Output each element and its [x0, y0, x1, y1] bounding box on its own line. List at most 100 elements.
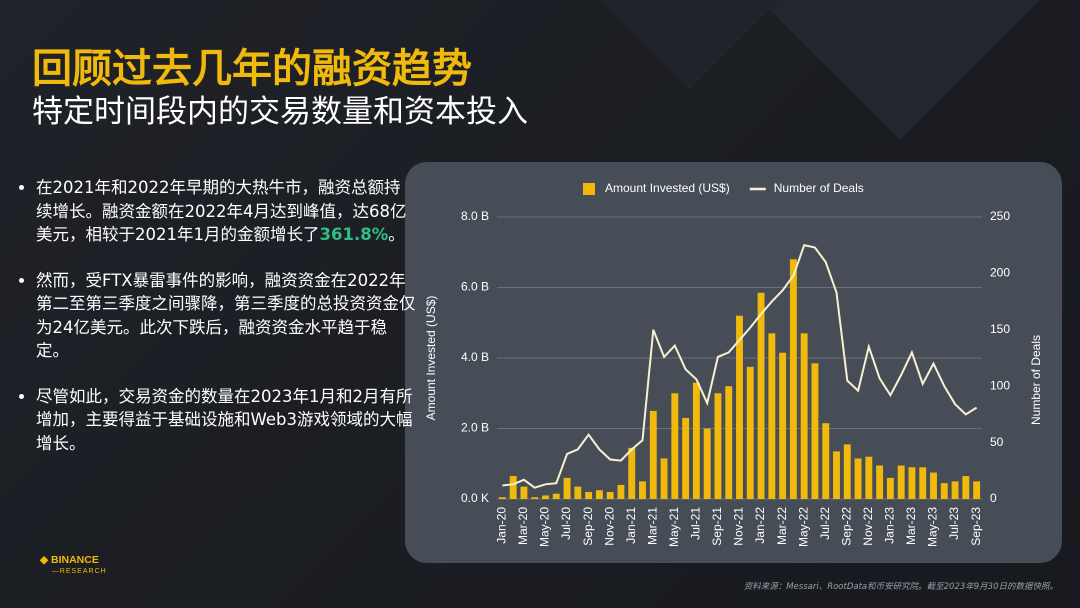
bar — [854, 458, 862, 499]
bar — [617, 484, 625, 499]
bar — [682, 417, 690, 499]
x-tick-label: Sep-23 — [969, 507, 983, 546]
bar — [552, 493, 560, 499]
bar — [509, 476, 517, 499]
bar — [822, 423, 830, 499]
y2-tick-label: 100 — [990, 378, 1010, 392]
y2-tick-label: 50 — [990, 435, 1004, 449]
x-tick-label: Jul-20 — [559, 507, 573, 540]
x-tick-label: Mar-20 — [516, 507, 530, 545]
bar — [919, 467, 927, 499]
bar — [585, 491, 593, 499]
decoration — [600, 0, 780, 90]
y-tick-label: 4.0 B — [461, 350, 489, 364]
logo: ◆ BINANCE —RESEARCH — [40, 554, 107, 576]
x-tick-label: Nov-22 — [861, 507, 875, 546]
bar — [897, 465, 905, 499]
x-tick-label: May-21 — [667, 507, 681, 547]
bar — [757, 292, 765, 499]
bar — [951, 481, 959, 499]
x-tick-label: Jan-22 — [753, 507, 767, 544]
x-tick-label: Nov-20 — [602, 507, 616, 546]
bullet-text: 在2021年和2022年早期的大热牛市，融资总额持续增长。融资金额在2022年4… — [36, 178, 407, 244]
bar — [703, 428, 711, 499]
x-tick-label: May-22 — [796, 507, 810, 547]
y-tick-label: 6.0 B — [461, 280, 489, 294]
bar — [671, 393, 679, 499]
bar — [930, 472, 937, 499]
bar — [498, 497, 506, 499]
bar — [876, 465, 884, 499]
bar — [660, 458, 668, 499]
bar — [628, 447, 636, 499]
x-tick-label: Jul-21 — [689, 507, 703, 540]
bar — [725, 386, 733, 499]
bar — [973, 481, 981, 499]
bar — [843, 444, 851, 499]
bar — [736, 315, 743, 499]
bar — [542, 495, 549, 499]
y2-tick-label: 0 — [990, 491, 997, 505]
y2-tick-label: 250 — [990, 209, 1010, 223]
subtitle: 特定时间段内的交易数量和资本投入 — [32, 94, 528, 130]
bar — [649, 410, 657, 499]
bar — [714, 393, 722, 499]
x-tick-label: Jul-22 — [818, 507, 832, 540]
highlight: 361.8% — [319, 225, 389, 244]
x-tick-label: Jul-23 — [947, 507, 961, 540]
bar — [800, 333, 808, 499]
x-tick-label: Jan-23 — [883, 507, 897, 544]
logo-subtext: RESEARCH — [59, 568, 107, 575]
x-tick-label: Mar-23 — [904, 507, 918, 545]
bar — [865, 456, 873, 499]
legend-swatch — [583, 183, 595, 195]
source-note: 资料来源：Messari、RootData和币安研究院。截至2023年9月30日… — [743, 582, 1058, 592]
x-tick-label: Jan-20 — [495, 507, 509, 544]
y-axis-title: Amount Invested (US$) — [424, 296, 438, 421]
x-tick-label: May-23 — [926, 507, 940, 547]
x-tick-label: Mar-22 — [775, 507, 789, 545]
bullet: 在2021年和2022年早期的大热牛市，融资总额持续增长。融资金额在2022年4… — [36, 176, 416, 247]
bar — [768, 333, 776, 499]
x-tick-label: Sep-22 — [839, 507, 853, 546]
y-tick-label: 2.0 B — [461, 421, 489, 435]
legend-label: Amount Invested (US$) — [605, 181, 730, 195]
bar — [606, 491, 614, 499]
chart-panel — [405, 162, 1062, 563]
bar — [833, 451, 840, 499]
y-tick-label: 8.0 B — [461, 209, 489, 223]
bar — [639, 481, 646, 499]
bar — [692, 382, 700, 499]
x-tick-label: Jan-21 — [624, 507, 638, 544]
line — [502, 244, 978, 489]
bar — [574, 486, 582, 499]
bar — [563, 477, 571, 499]
bar — [811, 363, 819, 499]
bullet: 尽管如此，交易资金的数量在2023年1月和2月有所增加，主要得益于基础设施和We… — [36, 385, 416, 456]
bullet: 然而，受FTX暴雷事件的影响，融资资金在2022年第二至第三季度之间骤降，第三季… — [36, 269, 416, 363]
x-tick-label: Sep-20 — [581, 507, 595, 546]
bar — [962, 476, 970, 499]
x-tick-label: Mar-21 — [645, 507, 659, 545]
y2-tick-label: 150 — [990, 322, 1010, 336]
bullet-text: 。 — [388, 225, 405, 244]
x-tick-label: May-20 — [538, 507, 552, 547]
logo-text: BINANCE — [51, 554, 99, 566]
bullet-text: 尽管如此，交易资金的数量在2023年1月和2月有所增加，主要得益于基础设施和We… — [36, 386, 413, 453]
bar — [908, 467, 916, 499]
x-tick-label: Sep-21 — [710, 507, 724, 546]
y2-axis-title: Number of Deals — [1029, 335, 1043, 425]
x-tick-label: Nov-21 — [732, 507, 746, 546]
bar — [789, 259, 797, 499]
bullet-list: 在2021年和2022年早期的大热牛市，融资总额持续增长。融资金额在2022年4… — [14, 176, 416, 477]
y-tick-label: 0.0 K — [461, 491, 489, 505]
legend-label: Number of Deals — [774, 181, 864, 195]
bar — [520, 486, 528, 499]
bar — [940, 483, 948, 499]
bar — [886, 477, 894, 499]
title: 回顾过去几年的融资趋势 — [32, 46, 472, 92]
bar — [779, 352, 787, 499]
bar — [595, 490, 603, 499]
